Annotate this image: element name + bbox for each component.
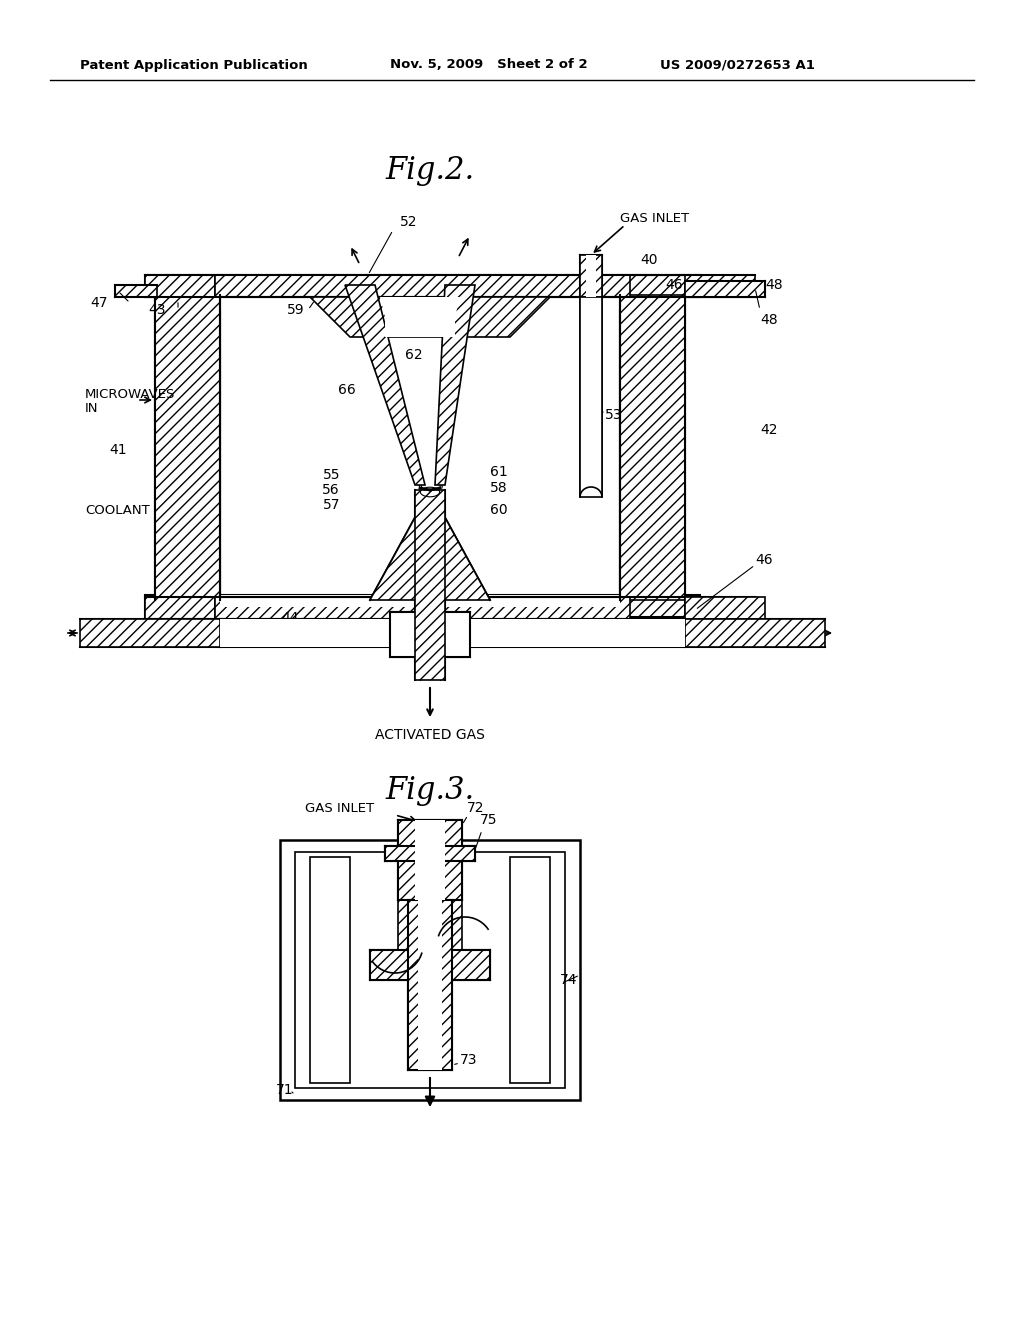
Bar <box>145 275 215 297</box>
Text: 40: 40 <box>640 253 657 267</box>
Bar <box>580 297 602 498</box>
Bar <box>685 619 825 647</box>
Text: COOLANT: COOLANT <box>85 503 150 516</box>
Text: MICROWAVES: MICROWAVES <box>85 388 175 401</box>
Bar <box>155 294 220 601</box>
Bar <box>430 619 685 647</box>
Bar <box>408 900 452 1071</box>
Text: 42: 42 <box>760 422 777 437</box>
Text: 47: 47 <box>90 296 108 310</box>
Text: GAS INLET: GAS INLET <box>620 211 689 224</box>
Bar <box>398 895 462 954</box>
Text: US 2009/0272653 A1: US 2009/0272653 A1 <box>660 58 815 71</box>
Bar <box>215 597 630 619</box>
Text: 61: 61 <box>490 465 508 479</box>
Bar <box>115 285 157 297</box>
Text: ACTIVATED GAS: ACTIVATED GAS <box>375 729 485 742</box>
Text: 74: 74 <box>560 973 578 987</box>
Bar <box>685 281 765 297</box>
Text: 54: 54 <box>510 634 527 647</box>
Bar <box>310 857 350 1082</box>
Text: 46: 46 <box>755 553 773 568</box>
Text: GAS INLET: GAS INLET <box>305 801 375 814</box>
Text: Patent Application Publication: Patent Application Publication <box>80 58 308 71</box>
Bar <box>220 297 620 309</box>
Text: 71: 71 <box>276 1082 294 1097</box>
Text: 46: 46 <box>665 279 683 292</box>
Text: 60: 60 <box>490 503 508 517</box>
Text: 62: 62 <box>406 348 423 362</box>
Bar <box>80 619 220 647</box>
Bar <box>418 900 442 1071</box>
Bar <box>155 294 220 601</box>
Bar <box>220 619 410 647</box>
Bar <box>510 857 550 1082</box>
Bar <box>220 595 620 607</box>
Bar <box>685 275 755 297</box>
Text: 52: 52 <box>400 215 418 228</box>
Bar <box>145 275 700 297</box>
Text: 41: 41 <box>110 444 127 457</box>
Text: 59: 59 <box>288 304 305 317</box>
Text: Fig.2.: Fig.2. <box>385 154 475 186</box>
Text: 43: 43 <box>148 304 166 317</box>
Polygon shape <box>345 285 425 484</box>
Bar <box>685 597 765 619</box>
Bar <box>685 597 755 619</box>
Text: Nov. 5, 2009   Sheet 2 of 2: Nov. 5, 2009 Sheet 2 of 2 <box>390 58 588 71</box>
Text: 58: 58 <box>490 480 508 495</box>
Bar <box>586 255 596 297</box>
Bar <box>415 490 445 680</box>
Bar <box>620 294 685 601</box>
Text: Fig.3.: Fig.3. <box>385 775 475 805</box>
Text: 53: 53 <box>605 408 623 422</box>
Text: 48: 48 <box>760 313 777 327</box>
Text: 56: 56 <box>323 483 340 498</box>
Bar <box>145 597 215 619</box>
Polygon shape <box>370 490 490 601</box>
Text: 48: 48 <box>765 279 782 292</box>
Text: 57: 57 <box>323 498 340 512</box>
Text: 44: 44 <box>282 611 299 624</box>
Bar <box>620 294 685 601</box>
Bar <box>220 297 620 597</box>
Bar <box>580 255 602 297</box>
Bar <box>385 297 455 337</box>
Text: 66: 66 <box>338 383 356 397</box>
Text: 73: 73 <box>460 1053 477 1067</box>
Bar <box>415 820 445 900</box>
Text: 55: 55 <box>323 469 340 482</box>
Polygon shape <box>310 297 550 337</box>
Bar <box>390 612 470 657</box>
Bar <box>370 950 490 979</box>
Text: COOLANT →: COOLANT → <box>87 627 167 639</box>
Text: 72: 72 <box>467 801 484 814</box>
Bar <box>295 851 565 1088</box>
Bar <box>215 275 630 297</box>
Text: IN: IN <box>85 401 98 414</box>
Text: 75: 75 <box>480 813 498 828</box>
Polygon shape <box>435 285 475 484</box>
Bar <box>398 820 462 900</box>
Bar <box>145 595 700 616</box>
Bar <box>280 840 580 1100</box>
Bar <box>385 846 475 861</box>
Polygon shape <box>380 297 460 337</box>
